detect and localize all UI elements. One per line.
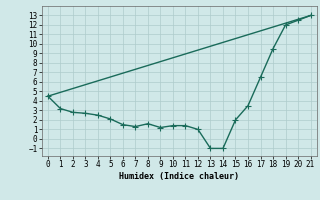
X-axis label: Humidex (Indice chaleur): Humidex (Indice chaleur) [119,172,239,181]
